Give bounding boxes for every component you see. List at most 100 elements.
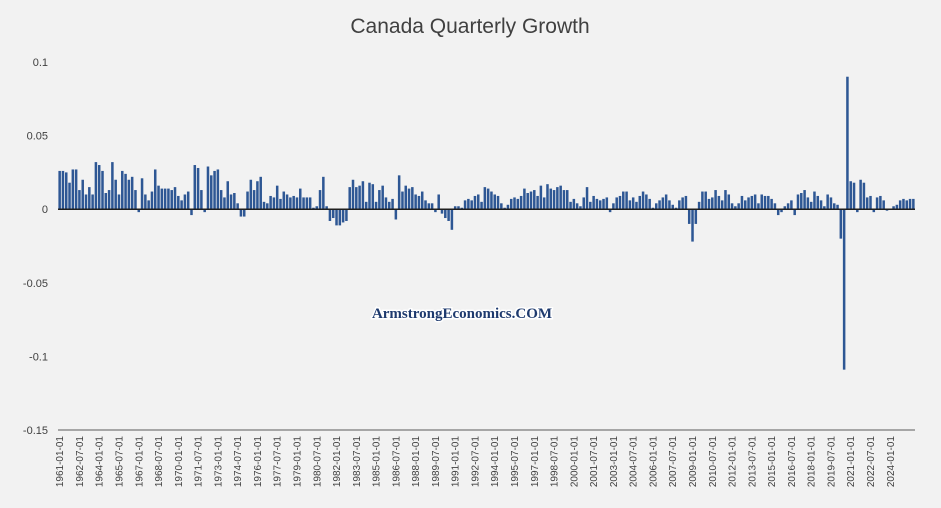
bar: [902, 198, 905, 210]
bar: [74, 169, 78, 210]
bar: [91, 194, 94, 210]
bar: [226, 181, 230, 210]
bar: [668, 200, 671, 210]
bar: [559, 185, 562, 210]
bar: [173, 187, 177, 210]
x-tick-label: 2007-07-01: [668, 436, 679, 488]
bar: [269, 195, 272, 210]
bar: [839, 209, 843, 239]
bar: [744, 200, 747, 210]
bar: [694, 209, 698, 224]
x-tick-label: 2013-07-01: [747, 436, 758, 488]
bar: [259, 176, 262, 210]
bar: [569, 201, 572, 210]
bar: [490, 191, 493, 210]
bar: [486, 188, 490, 210]
bar: [378, 190, 381, 210]
bar: [371, 184, 375, 210]
x-tick-label: 1970-01-01: [174, 436, 185, 488]
bar: [740, 195, 744, 210]
bar: [134, 190, 137, 210]
bar: [875, 197, 879, 210]
bar: [773, 203, 777, 210]
x-tick-label: 1998-07-01: [550, 436, 561, 488]
bar: [355, 187, 358, 210]
bar: [483, 187, 487, 210]
bar-series: [58, 76, 915, 370]
bar: [477, 194, 480, 210]
x-tick-label: 1964-01-01: [95, 436, 106, 488]
bar: [150, 191, 154, 210]
bar: [809, 201, 813, 210]
bar: [556, 187, 559, 210]
x-tick-label: 2012-01-01: [728, 436, 739, 488]
y-tick-label: -0.1: [29, 351, 48, 363]
bar: [786, 203, 790, 210]
x-tick-label: 1988-01-01: [411, 436, 422, 488]
bar: [582, 197, 585, 210]
bar: [213, 170, 216, 210]
bar: [542, 197, 546, 210]
bar: [803, 190, 806, 210]
bar: [813, 191, 816, 210]
bar: [420, 191, 424, 210]
bar: [322, 176, 325, 210]
bar: [519, 195, 523, 210]
bar: [711, 197, 714, 210]
bar: [770, 198, 773, 210]
bar: [500, 203, 503, 210]
bar: [655, 203, 658, 210]
bar: [272, 197, 276, 210]
bar: [153, 169, 157, 210]
bar: [546, 184, 549, 210]
bar: [430, 203, 434, 210]
x-tick-label: 2019-07-01: [826, 436, 837, 488]
bar: [117, 194, 121, 210]
bar: [124, 173, 127, 210]
bar: [645, 194, 648, 210]
bar: [730, 203, 734, 210]
bar: [285, 194, 289, 210]
bar: [325, 206, 328, 210]
bar: [147, 200, 150, 210]
bar: [101, 170, 104, 210]
bar: [368, 182, 371, 210]
bar: [836, 204, 839, 210]
bar: [331, 209, 335, 219]
x-tick-label: 2024-01-01: [886, 436, 897, 488]
bar: [826, 194, 829, 210]
bar: [233, 193, 236, 210]
bar: [223, 197, 226, 210]
bar: [707, 198, 711, 210]
bar: [391, 198, 394, 210]
bar: [114, 179, 117, 210]
bar: [292, 195, 295, 210]
bar: [388, 201, 391, 210]
x-tick-label: 2004-07-01: [629, 436, 640, 488]
bar: [658, 200, 661, 210]
bar: [760, 194, 763, 210]
x-tick-label: 1976-01-01: [253, 436, 264, 488]
x-tick-label: 2003-01-01: [609, 436, 620, 488]
bar: [394, 209, 398, 220]
bar: [526, 193, 529, 210]
bar: [315, 206, 319, 210]
bar: [480, 201, 483, 210]
bar: [793, 209, 796, 216]
bar: [806, 197, 810, 210]
bar: [622, 191, 625, 210]
bar: [737, 203, 740, 210]
bar: [414, 194, 417, 210]
bar: [308, 197, 312, 210]
bar: [78, 190, 81, 210]
x-tick-label: 1971-07-01: [194, 436, 205, 488]
bar: [763, 195, 767, 210]
bar: [641, 191, 645, 210]
bar: [256, 181, 259, 210]
bar: [183, 194, 187, 210]
bar: [879, 195, 882, 210]
bar: [691, 209, 694, 242]
bar: [437, 194, 440, 210]
bar: [163, 188, 167, 210]
